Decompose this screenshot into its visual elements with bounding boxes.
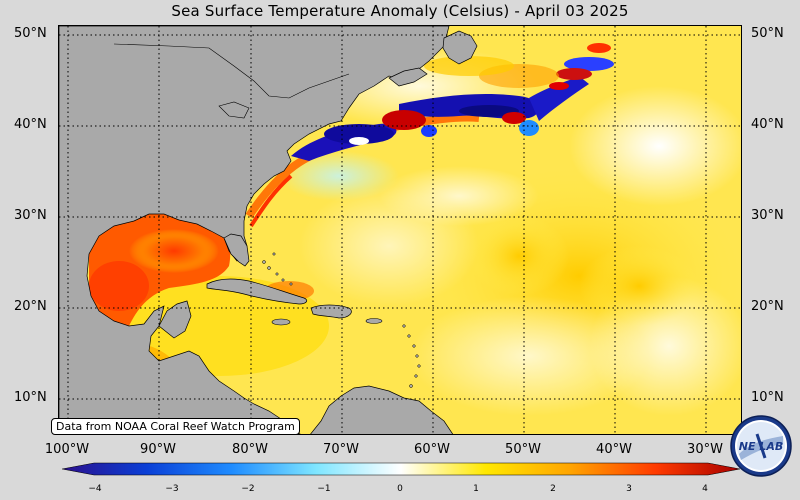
lon-label-30w: 30°W xyxy=(687,442,723,457)
lon-label-50w: 50°W xyxy=(505,442,541,457)
lat-label-40n-right: 40°N xyxy=(751,117,784,132)
lat-label-50n-left: 50°N xyxy=(14,26,47,41)
lon-label-70w: 70°W xyxy=(323,442,359,457)
lon-label-100w: 100°W xyxy=(44,442,90,457)
lon-label-80w: 80°W xyxy=(232,442,268,457)
colorbar-tick: −3 xyxy=(165,484,179,494)
lat-label-20n-right: 20°N xyxy=(751,299,784,314)
nesdis-lab-logo-icon: NE LAB xyxy=(730,415,792,477)
colorbar-tick: −4 xyxy=(88,484,102,494)
colorbar xyxy=(62,462,740,476)
land-cuba xyxy=(206,278,308,305)
colorbar-tick: 2 xyxy=(550,484,556,494)
colorbar-tick: −2 xyxy=(241,484,255,494)
lat-label-30n-right: 30°N xyxy=(751,208,784,223)
lat-label-50n-right: 50°N xyxy=(751,26,784,41)
graticule xyxy=(59,26,741,434)
colorbar-tick: 0 xyxy=(397,484,403,494)
land-south-america xyxy=(310,385,454,434)
lat-label-10n-left: 10°N xyxy=(14,390,47,405)
data-credit: Data from NOAA Coral Reef Watch Program xyxy=(51,418,300,435)
lon-label-90w: 90°W xyxy=(140,442,176,457)
lat-label-40n-left: 40°N xyxy=(14,117,47,132)
lat-label-10n-right: 10°N xyxy=(751,390,784,405)
lon-label-40w: 40°W xyxy=(596,442,632,457)
colorbar-tick: 1 xyxy=(473,484,479,494)
sst-anomaly-map xyxy=(58,25,742,435)
lon-label-60w: 60°W xyxy=(414,442,450,457)
colorbar-tick: −1 xyxy=(317,484,331,494)
map-title: Sea Surface Temperature Anomaly (Celsius… xyxy=(171,2,629,20)
lat-label-20n-left: 20°N xyxy=(14,299,47,314)
colorbar-tick: 4 xyxy=(702,484,708,494)
land-newfoundland xyxy=(442,30,478,65)
lat-label-30n-left: 30°N xyxy=(14,208,47,223)
colorbar-tick: 3 xyxy=(626,484,632,494)
